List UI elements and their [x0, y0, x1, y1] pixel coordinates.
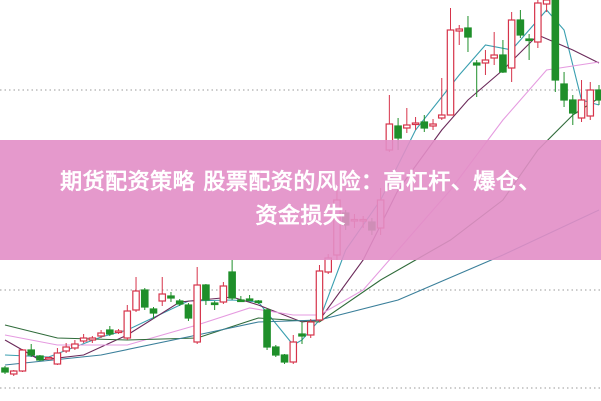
candle-body	[193, 284, 201, 343]
candle-body	[271, 346, 280, 356]
candle-body	[184, 304, 193, 319]
candle-body	[167, 295, 175, 299]
candle-body	[254, 300, 263, 304]
candle-body	[114, 330, 123, 334]
candle-body	[394, 125, 402, 139]
candle-body	[534, 2, 542, 43]
candle-body	[9, 370, 18, 375]
candle-body	[542, 0, 551, 5]
candle-body	[149, 308, 158, 314]
candle-body	[18, 349, 27, 372]
candle-body	[315, 270, 324, 321]
candle-body	[411, 122, 420, 126]
candle-body	[280, 354, 289, 363]
candle-body	[219, 285, 228, 303]
candle-body	[210, 302, 219, 306]
candle-body	[595, 89, 601, 101]
candle-body	[429, 123, 437, 127]
candle-body	[560, 83, 568, 101]
candle-body	[324, 257, 333, 273]
candle-body	[464, 27, 472, 38]
candle-body	[88, 337, 97, 341]
candle-body	[298, 333, 306, 337]
title-banner: 期货配资策略 股票配资的风险：高杠杆、爆仓、 资金损失	[0, 140, 601, 260]
candle-body	[140, 289, 149, 308]
candle-body	[237, 299, 245, 303]
candle-body	[263, 309, 271, 348]
candle-body	[132, 290, 140, 311]
candle-body	[36, 355, 44, 361]
candle-body	[577, 99, 586, 119]
candle-body	[79, 337, 88, 342]
candle-body	[446, 29, 455, 116]
candle-body	[53, 352, 62, 365]
candle-body	[455, 28, 464, 32]
candle-body	[123, 310, 132, 339]
banner-title-line1: 期货配资策略 股票配资的风险：高杠杆、爆仓、	[60, 170, 541, 195]
candle-body	[202, 284, 210, 301]
candle-body	[568, 99, 577, 114]
candle-body	[97, 332, 105, 337]
candle-body	[228, 271, 236, 299]
candle-body	[403, 124, 411, 129]
candle-body	[1, 367, 9, 373]
moving-average-line	[4, 209, 600, 366]
candle-body	[106, 329, 114, 335]
candle-body	[175, 300, 184, 305]
candle-body	[306, 321, 315, 336]
candle-body	[420, 121, 429, 129]
candle-body	[499, 54, 507, 73]
banner-title-line2: 资金损失	[255, 204, 346, 229]
candle-body	[481, 59, 490, 64]
candle-body	[507, 19, 516, 69]
candle-body	[27, 349, 36, 356]
candle-body	[490, 54, 498, 59]
candle-body	[44, 356, 53, 360]
candle-body	[437, 114, 446, 119]
candle-body	[472, 62, 481, 66]
candle-body	[525, 38, 533, 42]
candle-body	[516, 19, 525, 36]
candle-body	[586, 89, 595, 117]
candle-body	[289, 341, 298, 363]
candle-body	[71, 343, 79, 349]
candle-body	[158, 293, 167, 302]
candle-body	[62, 346, 70, 352]
candle-body	[551, 0, 560, 81]
candle-body	[245, 298, 254, 302]
